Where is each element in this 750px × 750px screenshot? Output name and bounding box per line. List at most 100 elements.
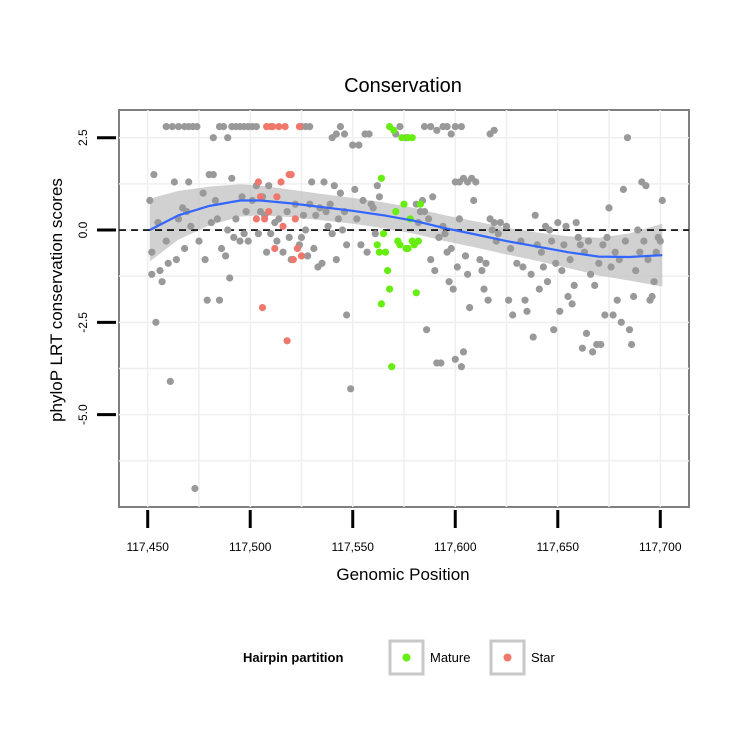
point-other: [519, 263, 527, 271]
point-other: [552, 259, 560, 267]
point-other: [494, 230, 502, 238]
y-tick-label: 2.5: [76, 129, 90, 146]
point-other: [232, 215, 240, 223]
confidence-ribbon: [149, 184, 663, 287]
point-other: [310, 244, 318, 253]
point-other: [625, 326, 634, 334]
point-star: [256, 193, 265, 201]
point-other: [340, 130, 349, 138]
point-other: [441, 230, 449, 238]
point-star: [281, 123, 289, 131]
x-axis-title: Genomic Position: [336, 565, 469, 584]
point-other: [152, 318, 160, 326]
point-other: [613, 296, 621, 304]
point-other: [582, 329, 591, 337]
point-other: [578, 344, 587, 352]
point-other: [396, 123, 404, 131]
point-other: [375, 193, 383, 201]
y-tick-label: -5.0: [76, 404, 90, 425]
legend-title: Hairpin partition: [243, 650, 343, 665]
point-other: [472, 178, 480, 186]
point-other: [531, 211, 539, 219]
point-other: [181, 244, 189, 253]
point-other: [343, 311, 351, 319]
point-other: [238, 193, 246, 201]
point-other: [240, 230, 248, 238]
point-mature: [386, 123, 394, 131]
point-other: [224, 134, 232, 142]
point-other: [589, 348, 597, 356]
point-other: [279, 248, 287, 256]
point-other: [193, 123, 201, 131]
point-other: [371, 230, 379, 238]
point-other: [509, 311, 517, 319]
point-other: [537, 248, 546, 256]
point-other: [480, 285, 488, 293]
point-other: [449, 285, 457, 293]
point-other: [628, 340, 636, 349]
point-other: [595, 259, 603, 267]
point-other: [146, 196, 154, 205]
point-other: [560, 241, 568, 249]
point-other: [447, 130, 455, 138]
point-other: [507, 244, 515, 253]
point-other: [211, 196, 219, 205]
point-other: [363, 248, 371, 256]
point-other: [349, 141, 357, 149]
point-other: [656, 237, 664, 245]
point-other: [373, 182, 381, 190]
point-other: [535, 285, 543, 293]
point-other: [482, 259, 490, 267]
point-other: [308, 178, 316, 186]
point-other: [332, 256, 340, 264]
point-star: [277, 178, 285, 186]
point-other: [215, 296, 224, 304]
point-mature: [377, 174, 385, 182]
point-other: [652, 248, 660, 256]
point-other: [451, 355, 459, 363]
point-other: [185, 178, 193, 186]
point-other: [166, 377, 174, 385]
point-other: [484, 296, 492, 304]
point-star: [252, 215, 260, 223]
point-star: [297, 252, 306, 260]
point-other: [601, 311, 609, 319]
point-other: [297, 233, 306, 241]
point-other: [265, 182, 273, 190]
point-other: [285, 233, 293, 241]
point-other: [207, 219, 215, 227]
point-other: [244, 237, 252, 245]
grid-lines: [119, 110, 689, 507]
point-mature: [384, 267, 392, 275]
x-tick-label: 117,500: [229, 540, 272, 554]
y-tick-label: 0.0: [76, 221, 90, 238]
point-other: [209, 134, 217, 142]
point-other: [609, 311, 617, 319]
point-other: [170, 178, 178, 186]
point-other: [306, 123, 314, 131]
point-other: [431, 267, 439, 275]
point-other: [275, 215, 283, 223]
point-other: [420, 123, 429, 131]
y-axis-title: phyloP LRT conservation scores: [47, 178, 66, 422]
smooth-curve: [149, 199, 663, 259]
point-other: [617, 318, 625, 326]
point-other: [273, 237, 281, 245]
point-other: [605, 204, 613, 212]
point-star: [254, 178, 262, 186]
point-other: [322, 208, 330, 216]
point-star: [289, 256, 297, 264]
point-other: [521, 296, 529, 304]
point-other: [252, 123, 260, 131]
point-other: [425, 215, 433, 223]
point-mature: [377, 300, 385, 308]
point-mature: [392, 208, 400, 216]
point-other: [230, 233, 238, 241]
point-other: [369, 204, 377, 212]
point-other: [648, 292, 656, 301]
point-other: [457, 363, 465, 371]
point-other: [437, 359, 445, 367]
point-other: [568, 300, 576, 308]
point-other: [529, 333, 537, 341]
